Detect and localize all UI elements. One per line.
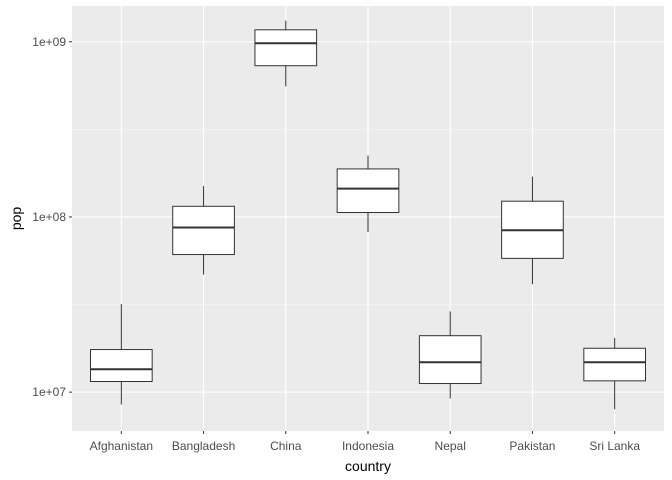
box-nepal (418, 311, 482, 399)
x-tick-label: Nepal (435, 439, 466, 453)
box-body (90, 349, 153, 383)
x-tick-label: China (270, 439, 302, 453)
y-tick-label: 1e+07 (32, 385, 66, 399)
box-body (172, 205, 235, 256)
box-series (90, 20, 646, 410)
x-tick-label: Indonesia (342, 439, 394, 453)
box-pakistan (501, 176, 564, 285)
box-body (336, 168, 400, 214)
box-body (418, 335, 482, 385)
x-axis: Afghanistan Bangladesh China Indonesia Nepal… (90, 431, 640, 453)
x-tick-label: Pakistan (509, 439, 555, 453)
box-china (254, 20, 318, 87)
y-axis-title: pop (8, 207, 24, 231)
y-tick-label: 1e+08 (32, 210, 66, 224)
box-body (583, 347, 646, 382)
box-bangladesh (172, 186, 235, 275)
x-tick-label: Sri Lanka (589, 439, 640, 453)
x-axis-title: country (345, 458, 391, 474)
box-indonesia (336, 155, 400, 233)
y-tick-label: 1e+09 (32, 35, 66, 49)
box-body (254, 29, 318, 67)
x-tick-label: Bangladesh (172, 439, 235, 453)
x-tick-label: Afghanistan (90, 439, 153, 453)
box-sri-lanka (583, 337, 646, 410)
box-afghanistan (90, 304, 153, 405)
y-axis: 1e+07 1e+08 1e+09 (32, 35, 72, 399)
